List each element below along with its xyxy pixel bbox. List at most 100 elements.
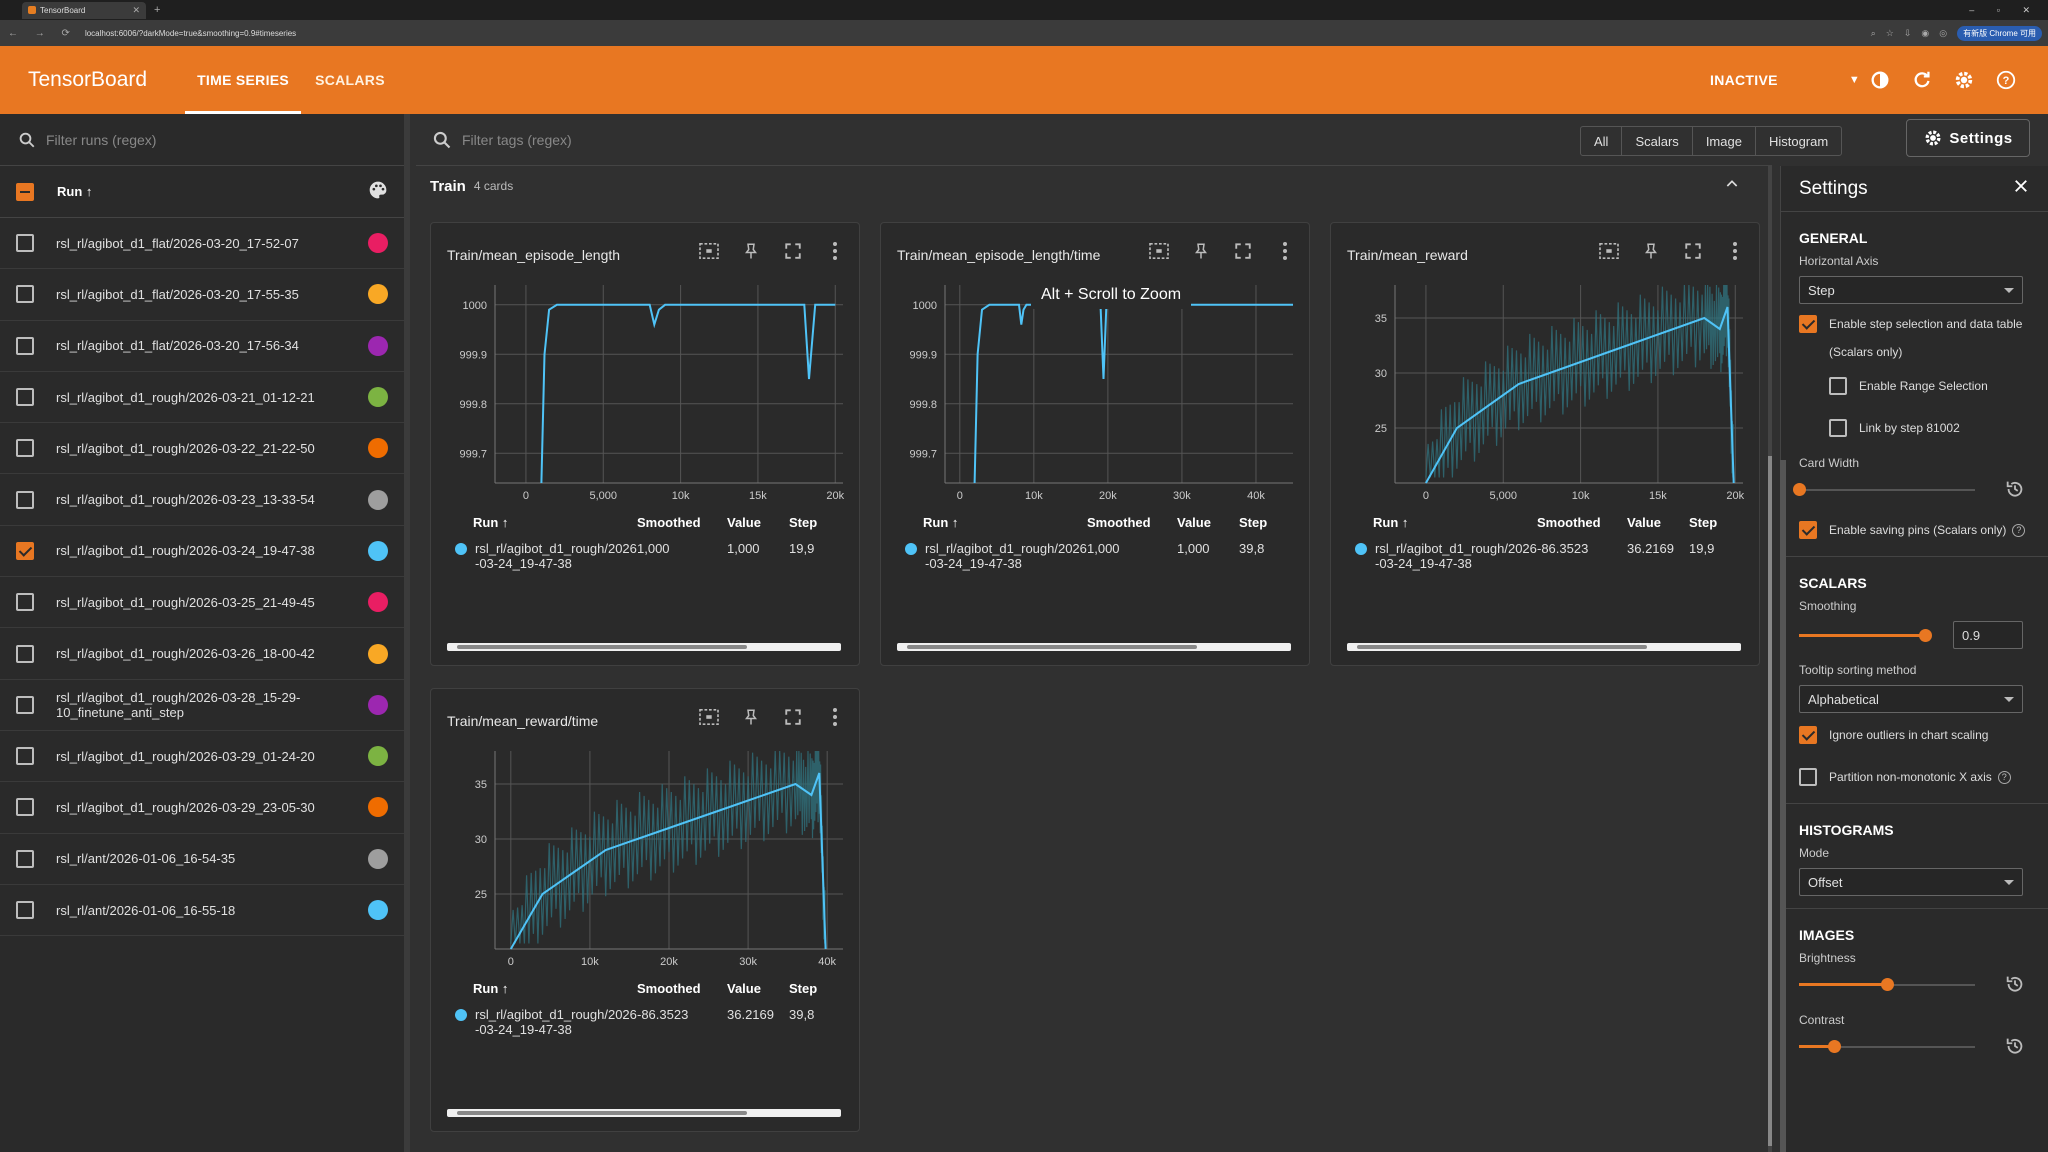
close-tab-icon[interactable]: ✕ [132,4,140,15]
type-scalars-button[interactable]: Scalars [1622,127,1693,155]
fit-domain-icon[interactable] [1597,239,1621,263]
url-field[interactable]: localhost:6006/?darkMode=true&smoothing=… [84,28,297,38]
run-color-swatch[interactable] [368,489,388,510]
chevron-up-icon[interactable] [1724,176,1740,196]
type-image-button[interactable]: Image [1693,127,1756,155]
fit-domain-icon[interactable] [697,705,721,729]
run-checkbox[interactable] [16,439,34,458]
new-tab-icon[interactable]: + [154,4,161,16]
reset-icon[interactable] [2004,1035,2026,1062]
card-width-slider[interactable] [1793,478,2030,502]
run-color-swatch[interactable] [368,284,388,305]
card-hscrollbar-thumb[interactable] [457,645,747,649]
fullscreen-icon[interactable] [781,239,805,263]
smoothing-input[interactable]: 0.9 [1953,621,2023,649]
ignore-outliers-option[interactable]: Ignore outliers in chart scaling [1799,721,2030,749]
card-hscrollbar[interactable] [447,1109,841,1117]
run-checkbox[interactable] [16,798,34,817]
card-hscrollbar[interactable] [447,643,841,651]
col-run[interactable]: Run ↑ [923,515,959,530]
run-color-swatch[interactable] [368,746,388,767]
tooltip-sort-select[interactable]: Alphabetical [1799,685,2023,713]
window-controls[interactable]: – ▫ ✕ [1969,4,2040,15]
help-icon[interactable]: ? [1994,68,2018,92]
run-checkbox[interactable] [16,541,34,560]
col-run[interactable]: Run ↑ [473,981,509,996]
card-hscrollbar[interactable] [897,643,1291,651]
main-scrollbar-thumb[interactable] [1768,456,1772,1146]
run-checkbox[interactable] [16,285,34,304]
range-selection-option[interactable]: Enable Range Selection [1829,372,2030,400]
contrast-thumb[interactable] [1828,1040,1842,1053]
runs-filter-input[interactable] [46,131,346,148]
partition-option[interactable]: Partition non-monotonic X axis ? [1799,763,2030,791]
run-checkbox[interactable] [16,336,34,355]
help-icon[interactable]: ? [1997,771,2011,784]
run-color-swatch[interactable] [368,592,388,613]
run-checkbox[interactable] [16,234,34,253]
run-color-swatch[interactable] [368,900,388,920]
more-options-icon[interactable] [1273,239,1297,263]
run-color-swatch[interactable] [368,797,388,818]
line-chart[interactable]: 0 5,000 10k 15k 20k 1000 999.9 999.8 999.7 [443,277,851,507]
run-color-swatch[interactable] [368,540,388,561]
card-width-thumb[interactable] [1793,483,1806,496]
close-icon[interactable] [2012,177,2030,201]
run-checkbox[interactable] [16,747,34,766]
reload-icon[interactable] [1910,68,1934,92]
run-color-swatch[interactable] [368,643,388,664]
brightness-slider[interactable] [1799,973,2030,997]
col-run[interactable]: Run ↑ [1373,515,1409,530]
run-checkbox[interactable] [16,593,34,612]
tab-scalars[interactable]: SCALARS [315,72,385,88]
more-options-icon[interactable] [1723,239,1747,263]
pin-icon[interactable] [1639,239,1663,263]
link-by-step-option[interactable]: Link by step 81002 [1829,414,2030,442]
run-checkbox[interactable] [16,388,34,407]
tab-time-series[interactable]: TIME SERIES [185,46,302,114]
ignore-outliers-checkbox[interactable] [1799,726,1817,744]
run-checkbox[interactable] [16,490,34,509]
reset-icon[interactable] [2004,973,2026,1000]
run-color-swatch[interactable] [368,848,388,869]
run-row[interactable]: rsl_rl/agibot_d1_rough/2026-03-29_01-24-… [0,731,404,783]
run-row[interactable]: rsl_rl/agibot_d1_rough/2026-03-23_13-33-… [0,474,404,526]
col-run[interactable]: Run ↑ [473,515,509,530]
run-row[interactable]: rsl_rl/agibot_d1_rough/2026-03-26_18-00-… [0,628,404,680]
run-row[interactable]: rsl_rl/ant/2026-01-06_16-55-18 [0,885,404,937]
run-color-swatch[interactable] [368,335,388,356]
run-row[interactable]: rsl_rl/agibot_d1_rough/2026-03-28_15-29-… [0,680,404,731]
step-selection-checkbox[interactable] [1799,315,1817,333]
pin-icon[interactable] [739,239,763,263]
run-color-swatch[interactable] [368,438,388,459]
run-row[interactable]: rsl_rl/agibot_d1_rough/2026-03-24_19-47-… [0,526,404,578]
run-row[interactable]: rsl_rl/agibot_d1_flat/2026-03-20_17-52-0… [0,218,404,270]
run-column-header[interactable]: Run ↑ [57,184,93,199]
horizontal-axis-select[interactable]: Step [1799,276,2023,304]
run-checkbox[interactable] [16,644,34,663]
run-row[interactable]: rsl_rl/agibot_d1_flat/2026-03-20_17-55-3… [0,269,404,321]
line-chart[interactable]: 0 10k 20k 30k 40k 35 30 25 [443,743,851,973]
saving-pins-checkbox[interactable] [1799,521,1817,539]
palette-icon[interactable] [368,180,388,203]
zoom-icon[interactable]: ⌕ [1870,27,1876,38]
run-row[interactable]: rsl_rl/agibot_d1_rough/2026-03-29_23-05-… [0,782,404,834]
run-row[interactable]: rsl_rl/ant/2026-01-06_16-54-35 [0,834,404,885]
brightness-thumb[interactable] [1881,978,1894,991]
type-all-button[interactable]: All [1581,127,1623,155]
histogram-mode-select[interactable]: Offset [1799,868,2023,896]
download-icon[interactable]: ⇩ [1903,27,1912,38]
select-all-checkbox[interactable] [16,182,34,201]
run-row[interactable]: rsl_rl/agibot_d1_rough/2026-03-21_01-12-… [0,372,404,424]
pin-icon[interactable] [1189,239,1213,263]
fullscreen-icon[interactable] [1231,239,1255,263]
pin-icon[interactable] [739,705,763,729]
browser-tab[interactable]: TensorBoard ✕ [22,1,146,19]
extension-icon[interactable]: ◉ [1921,27,1930,38]
run-checkbox[interactable] [16,849,34,868]
smoothing-thumb[interactable] [1919,629,1932,642]
card-hscrollbar[interactable] [1347,643,1741,651]
type-histogram-button[interactable]: Histogram [1768,133,1829,149]
main-scrollbar[interactable] [1768,166,1772,1152]
bookmark-star-icon[interactable]: ☆ [1885,27,1894,38]
